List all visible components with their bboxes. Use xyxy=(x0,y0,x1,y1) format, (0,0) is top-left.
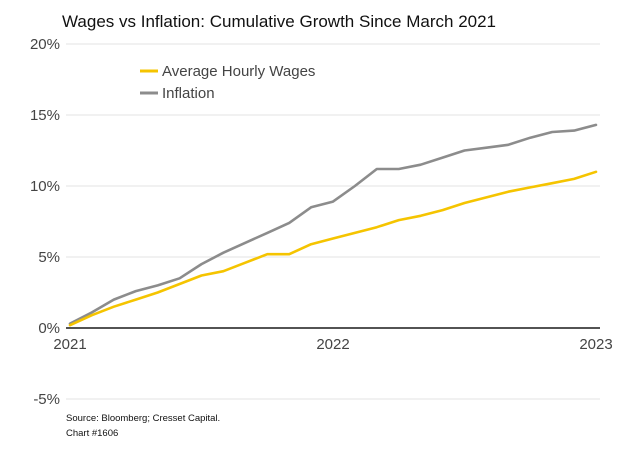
x-tick-label: 2023 xyxy=(579,336,612,353)
y-tick-label: -5% xyxy=(33,391,60,408)
y-tick-label: 15% xyxy=(30,107,60,124)
legend-label-inflation: Inflation xyxy=(162,85,215,102)
chart-number: Chart #1606 xyxy=(66,428,118,439)
y-tick-label: 5% xyxy=(38,249,60,266)
x-axis-ticks: 2021 2022 2023 xyxy=(53,336,612,353)
chart-title: Wages vs Inflation: Cumulative Growth Si… xyxy=(62,12,496,31)
series-lines xyxy=(68,123,598,327)
x-tick-label: 2021 xyxy=(53,336,86,353)
x-tick-label: 2022 xyxy=(316,336,349,353)
y-axis-ticks: 20% 15% 10% 5% 0% -5% xyxy=(30,36,60,408)
y-tick-label: 20% xyxy=(30,36,60,53)
legend-label-average-hourly-wages: Average Hourly Wages xyxy=(162,63,315,80)
legend: Average Hourly Wages Inflation xyxy=(140,63,315,102)
source-note: Source: Bloomberg; Cresset Capital. xyxy=(66,413,220,424)
gridlines xyxy=(66,43,600,400)
y-tick-label: 10% xyxy=(30,178,60,195)
y-tick-label: 0% xyxy=(38,320,60,337)
series-line-average-hourly-wages xyxy=(68,170,598,327)
series-line-inflation xyxy=(68,123,598,326)
